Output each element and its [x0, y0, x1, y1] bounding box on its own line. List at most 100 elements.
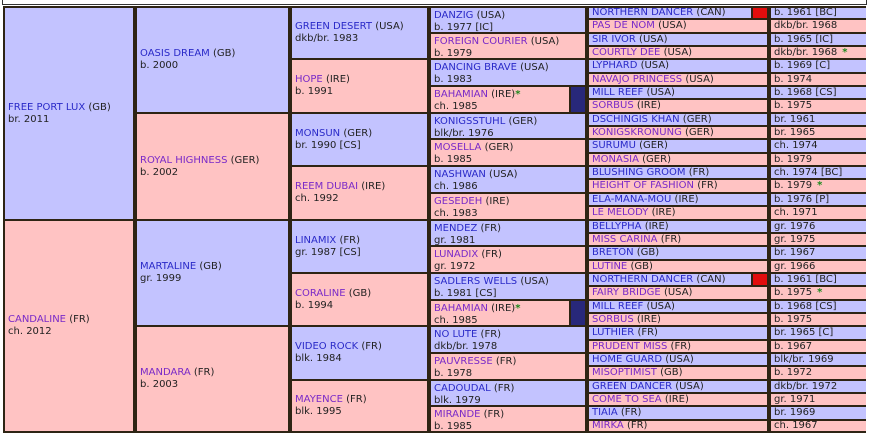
country-code: (FR)	[480, 329, 502, 340]
horse-line: MENDEZ (FR)	[434, 223, 582, 235]
star-icon: *	[515, 303, 521, 314]
country-code: (USA)	[476, 10, 506, 21]
horse-name-link[interactable]: SORBUS	[592, 100, 634, 111]
horse-info: b. 1981 [CS]	[434, 288, 497, 299]
horse-info: b. 1965 [IC]	[774, 34, 834, 45]
country-code: (CAN)	[696, 274, 726, 285]
horse-name-link[interactable]: CORALINE	[295, 287, 346, 299]
horse-name-link[interactable]: LINAMIX	[295, 234, 337, 246]
horse-name-link[interactable]: TIAIA	[592, 407, 618, 418]
horse-info: b. 1977 [IC]	[434, 22, 494, 32]
horse-name-link[interactable]: MONSUN	[295, 127, 341, 139]
horse-name-link[interactable]: MIRKA	[592, 421, 624, 431]
horse-name-link[interactable]: ELA-MANA-MOU	[592, 194, 672, 205]
horse-info: b. 1985	[434, 421, 473, 431]
horse-name-link[interactable]: NORTHERN DANCER	[592, 8, 694, 18]
horse-name-link[interactable]: MISS CARINA	[592, 234, 658, 245]
horse-name-link[interactable]: MIRANDE	[434, 409, 481, 420]
horse-name-link[interactable]: SURUMU	[592, 140, 636, 151]
horse-name-link[interactable]: DANZIG	[434, 10, 474, 21]
horse-name-link[interactable]: BLUSHING GROOM	[592, 167, 686, 178]
horse-name-link[interactable]: BELLYPHA	[592, 221, 642, 232]
horse-name-link[interactable]: OASIS DREAM	[140, 48, 210, 59]
horse-name-link[interactable]: HOPE	[295, 74, 323, 85]
horse-name-link[interactable]: FREE PORT LUX	[8, 101, 86, 113]
country-code: (FR)	[339, 234, 360, 246]
country-code: (USA)	[646, 87, 675, 98]
horse-name-link[interactable]: NORTHERN DANCER	[592, 274, 694, 285]
horse-name-link[interactable]: PRUDENT MISS	[592, 341, 668, 352]
horse-name-link[interactable]: MANDARA	[140, 367, 191, 378]
horse-name-link[interactable]: MOSELLA	[434, 142, 482, 153]
horse-info: blk/br. 1976	[434, 128, 494, 138]
sire-cell-gen5: NORTHERN DANCER (CAN)	[589, 8, 751, 18]
horse-name-link[interactable]: DSCHINGIS KHAN	[592, 114, 680, 125]
horse-name-link[interactable]: COURTLY DEE	[592, 47, 661, 58]
horse-name-link[interactable]: LE MELODY	[592, 207, 649, 218]
horse-name-link[interactable]: MILL REEF	[592, 301, 644, 312]
horse-name-link[interactable]: DANCING BRAVE	[434, 62, 517, 73]
country-code: (FR)	[193, 367, 215, 378]
horse-name-link[interactable]: CANDALINE	[8, 314, 66, 325]
horse-name-link[interactable]: LUTINE	[592, 261, 628, 272]
horse-info: b. 1991	[295, 86, 334, 97]
horse-name-link[interactable]: MENDEZ	[434, 223, 478, 234]
horse-name-link[interactable]: KONIGSKRONUNG	[592, 127, 682, 138]
horse-info-cell: b. 1972	[771, 367, 866, 379]
horse-name-link[interactable]: FOREIGN COURIER	[434, 36, 528, 47]
horse-info: ch. 1967	[774, 421, 818, 431]
horse-name-link[interactable]: FAIRY BRIDGE	[592, 287, 661, 298]
horse-name-link[interactable]: SORBUS	[592, 314, 634, 325]
horse-name-link[interactable]: GESEDEH	[434, 196, 483, 207]
horse-name-link[interactable]: NAVAJO PRINCESS	[592, 74, 683, 85]
horse-name-link[interactable]: COME TO SEA	[592, 394, 662, 405]
sire-cell-gen2: OASIS DREAM (GB) b. 2000	[137, 8, 288, 112]
country-code: (FR)	[637, 327, 658, 338]
star-icon: *	[515, 89, 521, 100]
horse-name-link[interactable]: PAUVRESSE	[434, 356, 493, 367]
horse-line: NAVAJO PRINCESS (USA)	[592, 74, 714, 85]
horse-line: SURUMU (GER)	[592, 140, 668, 152]
horse-name-link[interactable]: MISOPTIMIST	[592, 367, 657, 378]
horse-line: LYPHARD (USA)	[592, 60, 669, 72]
horse-name-link[interactable]: MONASIA	[592, 154, 639, 165]
horse-name-link[interactable]: ROYAL HIGHNESS	[140, 154, 228, 166]
horse-name-link[interactable]: NO LUTE	[434, 329, 478, 340]
country-code: (GER)	[230, 154, 260, 166]
horse-name-link[interactable]: REEM DUBAI	[295, 181, 359, 192]
horse-name-link[interactable]: BRETON	[592, 247, 634, 258]
horse-name-link[interactable]: KONIGSSTUHL	[434, 116, 506, 127]
horse-line: CANDALINE (FR)	[8, 314, 130, 326]
horse-name-link[interactable]: BAHAMIAN	[434, 303, 488, 314]
country-code: (USA)	[685, 74, 714, 85]
horse-name-link[interactable]: NASHWAN	[434, 169, 486, 180]
horse-name-link[interactable]: MAYENCE	[295, 394, 343, 405]
header-box	[2, 0, 867, 5]
horse-name-link[interactable]: GREEN DESERT	[295, 21, 373, 32]
horse-info: ch. 1974 [BC]	[774, 167, 843, 178]
horse-name-link[interactable]: HOME GUARD	[592, 354, 663, 365]
dam-cell-gen5: SORBUS (IRE)	[589, 314, 767, 325]
horse-name-link[interactable]: MARTALINE	[140, 261, 197, 272]
country-code: (FR)	[483, 409, 505, 420]
horse-name-link[interactable]: LYPHARD	[592, 60, 638, 71]
horse-name-link[interactable]: MILL REEF	[592, 87, 644, 98]
horse-name-link[interactable]: VIDEO ROCK	[295, 341, 359, 352]
horse-info: gr. 1981	[434, 235, 476, 245]
horse-name-link[interactable]: GREEN DANCER	[592, 381, 673, 392]
horse-name-link[interactable]: BAHAMIAN	[434, 89, 488, 100]
horse-name-link[interactable]: CADOUDAL	[434, 383, 491, 394]
country-code: (USA)	[658, 20, 687, 31]
horse-name-link[interactable]: SIR IVOR	[592, 34, 636, 45]
country-code: (GER)	[484, 142, 514, 153]
horse-info-cell: b. 1968 [CS]	[771, 301, 866, 312]
country-code: (GER)	[685, 127, 714, 138]
horse-info: b. 1967	[774, 341, 813, 352]
horse-name-link[interactable]: PAS DE NOM	[592, 20, 655, 31]
horse-name-link[interactable]: SADLERS WELLS	[434, 276, 518, 287]
horse-name-link[interactable]: LUTHIER	[592, 327, 635, 338]
horse-info-cell: br. 1969	[771, 407, 866, 419]
horse-name-link[interactable]: HEIGHT OF FASHION	[592, 180, 694, 191]
sire-cell-gen2: MARTALINE (GB) gr. 1999	[137, 221, 288, 325]
horse-name-link[interactable]: LUNADIX	[434, 249, 479, 260]
